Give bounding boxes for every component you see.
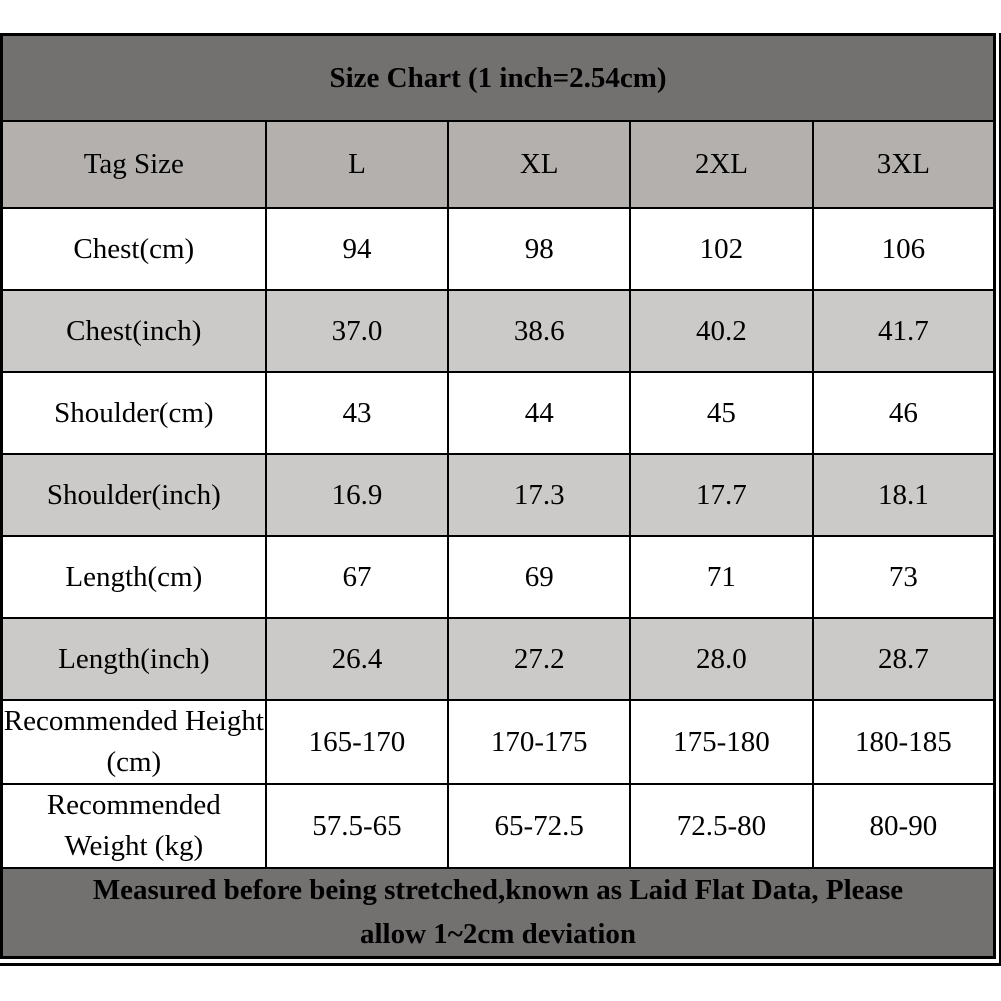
row-label: Length(inch) bbox=[0, 617, 267, 701]
footer-note-line-1: Measured before being stretched,known as… bbox=[92, 874, 904, 906]
cell-value: 38.6 bbox=[447, 289, 632, 373]
cell-value: 106 bbox=[811, 207, 996, 291]
table-row-chest-inch: Chest(inch) 37.0 38.6 40.2 41.7 bbox=[0, 289, 996, 373]
cell-value: 72.5-80 bbox=[629, 783, 814, 869]
table-row-recommended-weight: Recommended Weight (kg) 57.5-65 65-72.5 … bbox=[0, 783, 996, 869]
row-label: Recommended Weight (kg) bbox=[0, 783, 267, 869]
cell-value: 94 bbox=[264, 207, 450, 291]
cell-value: 73 bbox=[811, 535, 996, 619]
table-row-chest-cm: Chest(cm) 94 98 102 106 bbox=[0, 207, 996, 291]
col-header-tag-size: Tag Size bbox=[0, 120, 267, 209]
row-label: Shoulder(cm) bbox=[0, 371, 267, 455]
col-header-2xl: 2XL bbox=[629, 120, 814, 209]
cell-value: 43 bbox=[264, 371, 450, 455]
cell-value: 16.9 bbox=[264, 453, 450, 537]
cell-value: 45 bbox=[629, 371, 814, 455]
row-label: Shoulder(inch) bbox=[0, 453, 267, 537]
table-row-shoulder-cm: Shoulder(cm) 43 44 45 46 bbox=[0, 371, 996, 455]
table-row-shoulder-inch: Shoulder(inch) 16.9 17.3 17.7 18.1 bbox=[0, 453, 996, 537]
table-outer-frame: Size Chart (1 inch=2.54cm) Tag Size L XL… bbox=[0, 33, 1001, 966]
cell-value: 40.2 bbox=[629, 289, 814, 373]
cell-value: 69 bbox=[447, 535, 632, 619]
cell-value: 17.7 bbox=[629, 453, 814, 537]
header-row: Tag Size L XL 2XL 3XL bbox=[0, 120, 996, 209]
cell-value: 170-175 bbox=[447, 699, 632, 785]
col-header-xl: XL bbox=[447, 120, 632, 209]
cell-value: 71 bbox=[629, 535, 814, 619]
footer-row: Measured before being stretched,known as… bbox=[0, 867, 996, 959]
page-title: Size Chart (1 inch=2.54cm) bbox=[0, 33, 996, 122]
cell-value: 17.3 bbox=[447, 453, 632, 537]
row-label: Chest(inch) bbox=[0, 289, 267, 373]
cell-value: 180-185 bbox=[811, 699, 996, 785]
cell-value: 165-170 bbox=[264, 699, 450, 785]
cell-value: 27.2 bbox=[447, 617, 632, 701]
cell-value: 28.0 bbox=[629, 617, 814, 701]
cell-value: 18.1 bbox=[811, 453, 996, 537]
cell-value: 37.0 bbox=[264, 289, 450, 373]
row-label: Recommended Height (cm) bbox=[0, 699, 267, 785]
cell-value: 80-90 bbox=[811, 783, 996, 869]
row-label: Chest(cm) bbox=[0, 207, 267, 291]
col-header-l: L bbox=[264, 120, 450, 209]
size-chart-table: Size Chart (1 inch=2.54cm) Tag Size L XL… bbox=[0, 33, 996, 959]
title-row: Size Chart (1 inch=2.54cm) bbox=[0, 33, 996, 122]
footer-note-line-2: allow 1~2cm deviation bbox=[359, 917, 637, 950]
table-row-length-cm: Length(cm) 67 69 71 73 bbox=[0, 535, 996, 619]
cell-value: 57.5-65 bbox=[264, 783, 450, 869]
footer-note: Measured before being stretched,known as… bbox=[0, 867, 996, 959]
cell-value: 41.7 bbox=[811, 289, 996, 373]
cell-value: 98 bbox=[447, 207, 632, 291]
cell-value: 46 bbox=[811, 371, 996, 455]
cell-value: 44 bbox=[447, 371, 632, 455]
row-label: Length(cm) bbox=[0, 535, 267, 619]
cell-value: 65-72.5 bbox=[447, 783, 632, 869]
cell-value: 102 bbox=[629, 207, 814, 291]
cell-value: 67 bbox=[264, 535, 450, 619]
table-row-length-inch: Length(inch) 26.4 27.2 28.0 28.7 bbox=[0, 617, 996, 701]
cell-value: 175-180 bbox=[629, 699, 814, 785]
col-header-3xl: 3XL bbox=[811, 120, 996, 209]
cell-value: 28.7 bbox=[811, 617, 996, 701]
cell-value: 26.4 bbox=[264, 617, 450, 701]
table-row-recommended-height: Recommended Height (cm) 165-170 170-175 … bbox=[0, 699, 996, 785]
